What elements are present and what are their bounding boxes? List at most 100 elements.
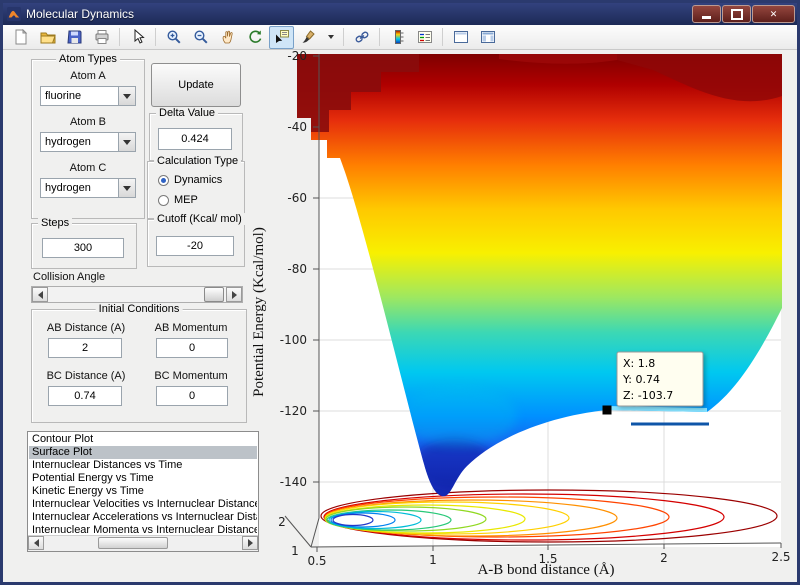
scroll-left-arrow[interactable] [28,536,44,550]
zoom-in-icon [166,30,181,44]
initial-conditions-title: Initial Conditions [95,303,183,315]
toolbar-new-figure[interactable] [8,26,33,49]
collision-angle-slider[interactable] [31,286,243,303]
radio-mep[interactable]: MEP [158,194,198,206]
bc-momentum-input[interactable] [156,386,228,406]
close-button[interactable]: ✕ [752,5,795,23]
steps-title: Steps [38,217,73,229]
left-arrow-icon [33,539,39,547]
slider-thumb[interactable] [204,287,224,302]
list-item[interactable]: Surface Plot [29,446,257,459]
toolbar-brush-menu[interactable] [323,26,338,49]
toolbar-data-cursor[interactable] [269,25,294,49]
radio-mep-dot[interactable] [158,194,169,206]
data-cursor-marker[interactable] [602,405,612,415]
maximize-icon [730,8,743,20]
left-arrow-icon [37,290,43,299]
calculation-type-title: Calculation Type [154,155,242,167]
toolbar-insert-colorbar[interactable] [385,26,410,49]
list-item[interactable]: Internuclear Distances vs Time [32,459,183,471]
svg-text:1: 1 [429,553,437,567]
minimize-button[interactable] [692,5,721,23]
toolbar-save-figure[interactable] [62,26,87,49]
list-item[interactable]: Kinetic Energy vs Time [32,485,144,497]
zoom-out-icon [193,30,208,44]
plot-container: -20 -40 -60 -80 -100 -120 -140 0.5 1 1.5… [249,49,795,580]
svg-text:-60: -60 [287,191,307,205]
list-item[interactable]: Potential Energy vs Time [32,472,154,484]
svg-text:-120: -120 [280,404,307,418]
list-item[interactable]: Internuclear Velocities vs Internuclear … [32,498,257,510]
scrollbar-thumb[interactable] [98,537,168,549]
toolbar-hide-plot-tools[interactable] [448,26,473,49]
maximize-button[interactable] [722,5,751,23]
delta-value-input[interactable] [158,128,232,150]
atom-a-dropdown[interactable]: fluorine [40,86,136,106]
cutoff-input[interactable] [156,236,234,256]
atom-a-value: fluorine [45,90,82,102]
plot-canvas[interactable]: -20 -40 -60 -80 -100 -120 -140 0.5 1 1.5… [249,49,795,580]
radio-dynamics-label: Dynamics [174,174,223,186]
x-tick-labels: 0.5 1 1.5 2 2.5 [307,550,790,568]
toolbar-brush-data[interactable] [296,26,321,49]
atom-types-title: Atom Types [56,53,120,65]
ab-momentum-input[interactable] [156,338,228,358]
toolbar-pan[interactable] [215,26,240,49]
collision-angle-label: Collision Angle [33,271,106,283]
x-axis-label: A-B bond distance (Å) [477,562,614,578]
ab-distance-input[interactable] [48,338,122,358]
scroll-right-arrow[interactable] [242,536,258,550]
atom-b-dropdown[interactable]: hydrogen [40,132,136,152]
toolbar-open-file[interactable] [35,26,60,49]
atom-types-panel: Atom Types Atom A fluorine Atom B hydrog… [31,53,145,219]
dropdown-arrow-icon[interactable] [118,87,135,105]
svg-text:2: 2 [660,551,668,565]
svg-text:-140: -140 [280,475,307,489]
svg-text:-40: -40 [287,120,307,134]
toolbar-rotate-3d[interactable] [242,26,267,49]
initial-conditions-panel: Initial Conditions AB Distance (A) AB Mo… [31,303,247,423]
svg-text:1.5: 1.5 [538,552,557,566]
bc-tick-labels: 1 2 [278,515,299,558]
slider-left-arrow[interactable] [32,287,48,302]
toolbar-show-plot-tools[interactable] [475,26,500,49]
printer-icon [95,30,108,44]
steps-input[interactable] [42,238,124,258]
calculation-type-panel: Calculation Type Dynamics MEP [147,155,245,219]
window-title: Molecular Dynamics [26,7,135,21]
svg-text:2.5: 2.5 [771,550,790,564]
svg-text:-20: -20 [287,50,307,63]
ab-momentum-label: AB Momentum [154,322,228,334]
delta-value-panel: Delta Value [149,107,243,161]
save-floppy-icon [66,30,81,44]
toolbar-insert-legend[interactable] [412,26,437,49]
toolbar-print-figure[interactable] [89,26,114,49]
axes-lines [284,54,782,552]
bc-distance-input[interactable] [48,386,122,406]
toolbar-zoom-out[interactable] [188,26,213,49]
toolbar-separator [343,28,344,46]
svg-text:X: 1.8: X: 1.8 [623,357,655,370]
slider-right-arrow[interactable] [226,287,242,302]
list-item[interactable]: Contour Plot [32,433,94,445]
list-item[interactable]: Internuclear Accelerations vs Internucle… [32,511,257,523]
new-figure-icon [15,29,27,45]
plot-type-items: Contour Plot Surface Plot Internuclear D… [29,433,257,535]
dropdown-arrow-icon[interactable] [118,179,135,197]
title-bar[interactable]: Molecular Dynamics ✕ [3,3,797,25]
radio-dynamics-dot[interactable] [158,174,169,186]
plot-type-listbox[interactable]: Contour Plot Surface Plot Internuclear D… [27,431,259,552]
list-item[interactable]: Internuclear Momenta vs Internuclear Dis… [32,524,257,535]
toolbar-zoom-in[interactable] [161,26,186,49]
cutoff-title: Cutoff (Kcal/ mol) [154,213,245,225]
show-plot-tools-icon [480,31,495,43]
data-cursor-icon [275,30,289,43]
svg-text:-80: -80 [287,262,307,276]
radio-dynamics[interactable]: Dynamics [158,174,222,186]
atom-c-dropdown[interactable]: hydrogen [40,178,136,198]
dropdown-arrow-icon[interactable] [118,133,135,151]
horizontal-scrollbar[interactable] [28,535,258,551]
toolbar-edit-plot[interactable] [125,26,150,49]
toolbar-link-plot[interactable] [349,26,374,49]
update-button[interactable]: Update [151,63,241,107]
